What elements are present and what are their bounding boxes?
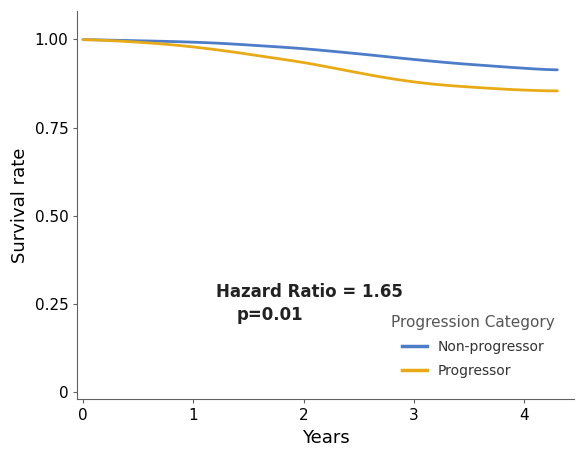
Text: p=0.01: p=0.01 [236, 306, 303, 324]
Legend: Non-progressor, Progressor: Non-progressor, Progressor [384, 308, 562, 385]
X-axis label: Years: Years [302, 429, 350, 447]
Text: Hazard Ratio = 1.65: Hazard Ratio = 1.65 [216, 283, 403, 301]
Y-axis label: Survival rate: Survival rate [11, 147, 29, 263]
